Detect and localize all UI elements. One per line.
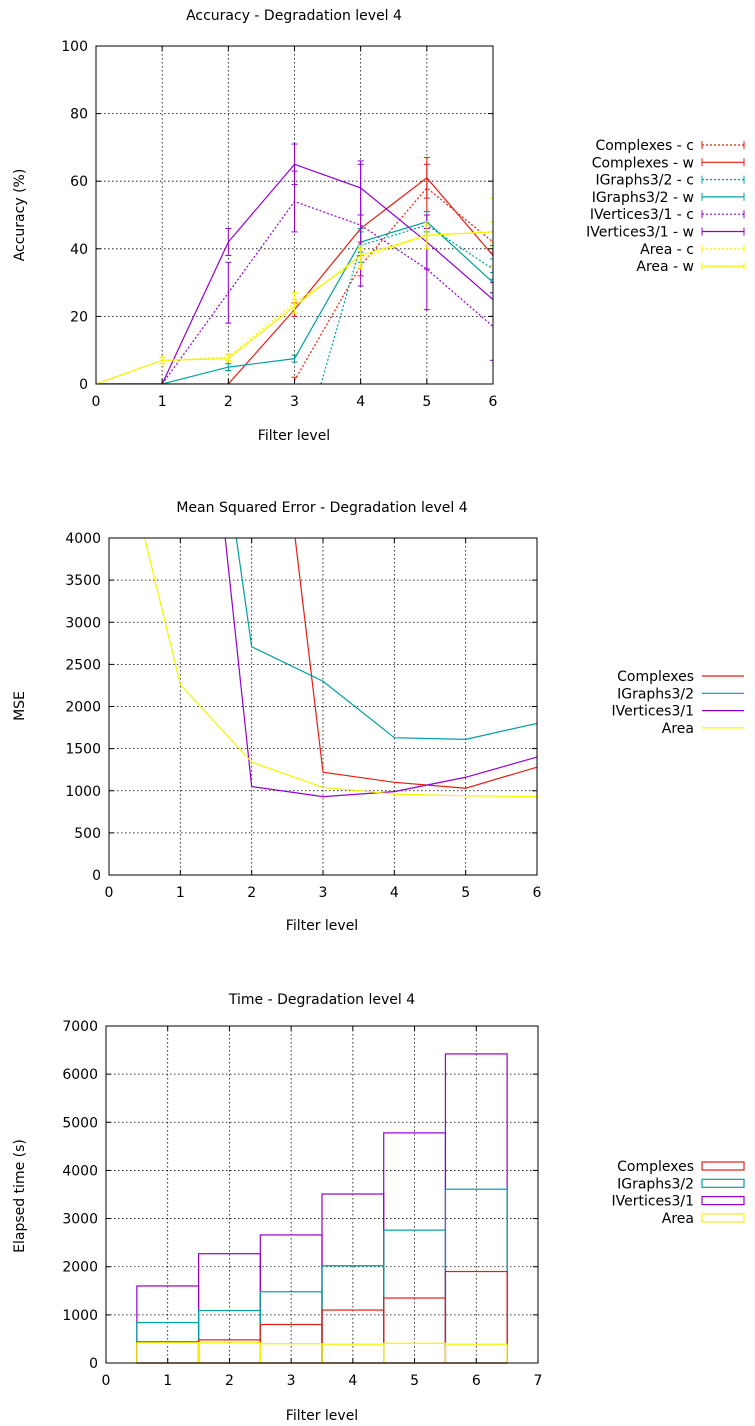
time-title: Time - Degradation level 4: [228, 992, 415, 1008]
time-chart: Time - Degradation level 4 0 1 2 3 4 5 6 7 0 1000…: [12, 992, 745, 1424]
mse-title: Mean Squared Error - Degradation level 4: [176, 500, 467, 516]
y-tick-label: 0: [89, 1356, 98, 1372]
accuracy-chart: Accuracy - Degradation level 4 0 1 2 3 4 5 602…: [12, 8, 745, 444]
time-plot-frame: [105, 1025, 539, 1364]
y-tick-label: 20: [70, 309, 88, 325]
y-tick-label: 3000: [65, 615, 101, 631]
x-tick-label: 1: [163, 1373, 172, 1389]
mse-grid: [109, 538, 537, 875]
legend-swatch: [701, 1195, 745, 1206]
series-line: [161, 200, 493, 384]
y-tick-label: 80: [70, 107, 88, 123]
x-tick-label: 5: [422, 394, 431, 410]
x-tick-label: 4: [348, 1373, 357, 1389]
mse-series: [144, 538, 537, 798]
legend-label: IGraphs3/2 - c: [595, 173, 694, 189]
series-line: [224, 538, 537, 798]
legend-label: Area - c: [640, 242, 694, 258]
legend-label: IGraphs3/2 - w: [592, 190, 694, 206]
x-tick-label: 2: [225, 1373, 234, 1389]
bar: [444, 1270, 508, 1364]
y-tick-label: 2000: [65, 700, 101, 716]
y-tick-label: 100: [61, 39, 88, 55]
x-tick-label: 3: [290, 394, 299, 410]
legend-label: Area - w: [636, 259, 694, 275]
y-tick-label: 500: [74, 826, 101, 842]
legend-label: Complexes - w: [592, 155, 694, 171]
legend-label: Complexes - c: [595, 138, 694, 154]
series-line: [293, 187, 493, 381]
time-series: [136, 1053, 508, 1364]
legend-swatch: [701, 1178, 745, 1188]
x-tick-label: 6: [472, 1373, 481, 1389]
y-tick-label: 0: [92, 868, 101, 884]
x-tick-label: 6: [489, 394, 498, 410]
legend-swatch: [701, 1213, 745, 1223]
legend-label: Complexes: [617, 669, 694, 685]
y-tick-label: 4000: [65, 531, 101, 547]
x-tick-label: 6: [533, 885, 542, 901]
y-tick-label: 40: [70, 242, 88, 258]
x-tick-label: 1: [158, 394, 167, 410]
y-tick-label: 3000: [62, 1212, 98, 1228]
legend-label: IVertices3/1 - w: [586, 225, 694, 241]
x-tick-label: 7: [534, 1373, 543, 1389]
x-tick-label: 5: [461, 885, 470, 901]
x-tick-label: 2: [247, 885, 256, 901]
x-tick-label: 4: [356, 394, 365, 410]
time-ticks: 0 1 2 3 4 5 6 7 0 1000 2000 3000 4000 5000 6000 7000: [62, 1019, 542, 1389]
series-line: [320, 224, 493, 384]
x-tick-label: 0: [105, 885, 114, 901]
y-tick-label: 4000: [62, 1163, 98, 1179]
x-tick-label: 2: [224, 394, 233, 410]
legend-label: IGraphs3/2: [617, 686, 694, 702]
time-ylabel: Elapsed time (s): [12, 1139, 28, 1253]
x-tick-label: 3: [287, 1373, 296, 1389]
accuracy-title: Accuracy - Degradation level 4: [186, 8, 402, 24]
y-tick-label: 5000: [62, 1115, 98, 1131]
y-tick-label: 0: [79, 377, 88, 393]
y-tick-label: 7000: [62, 1019, 98, 1035]
mse-xlabel: Filter level: [286, 918, 358, 934]
mse-chart: Mean Squared Error - Degradation level 4…: [12, 500, 744, 934]
legend-label: Area: [662, 1211, 694, 1227]
legend-swatch: [701, 1161, 745, 1171]
y-tick-label: 1000: [62, 1308, 98, 1324]
accuracy-ylabel: Accuracy (%): [12, 169, 28, 262]
x-tick-label: 3: [319, 885, 328, 901]
y-tick-label: 2000: [62, 1260, 98, 1276]
x-tick-label: 5: [410, 1373, 419, 1389]
y-tick-label: 1000: [65, 784, 101, 800]
mse-ylabel: MSE: [12, 691, 28, 721]
legend-label: IGraphs3/2: [617, 1176, 694, 1192]
x-tick-label: 4: [390, 885, 399, 901]
legend-label: IVertices3/1 - c: [590, 207, 694, 223]
y-tick-label: 1500: [65, 742, 101, 758]
y-tick-label: 2500: [65, 657, 101, 673]
mse-ticks: 0 1 2 3 4 5 6 0 500 1000 1500 2000 2500 3000 3500 4000: [65, 531, 541, 901]
accuracy-xlabel: Filter level: [258, 428, 330, 444]
legend-label: IVertices3/1: [611, 704, 694, 720]
series-line: [235, 538, 537, 740]
legend-label: Complexes: [617, 1159, 694, 1175]
y-tick-label: 60: [70, 174, 88, 190]
series-line: [144, 538, 537, 798]
x-tick-label: 0: [92, 394, 101, 410]
y-tick-label: 3500: [65, 573, 101, 589]
legend-label: Area: [662, 721, 694, 737]
time-xlabel: Filter level: [286, 1408, 358, 1424]
series-line: [294, 538, 537, 789]
x-tick-label: 0: [102, 1373, 111, 1389]
bar: [444, 1053, 508, 1364]
accuracy-series: [96, 143, 493, 384]
legend-label: IVertices3/1: [611, 1194, 694, 1210]
x-tick-label: 1: [176, 885, 185, 901]
y-tick-label: 6000: [62, 1067, 98, 1083]
